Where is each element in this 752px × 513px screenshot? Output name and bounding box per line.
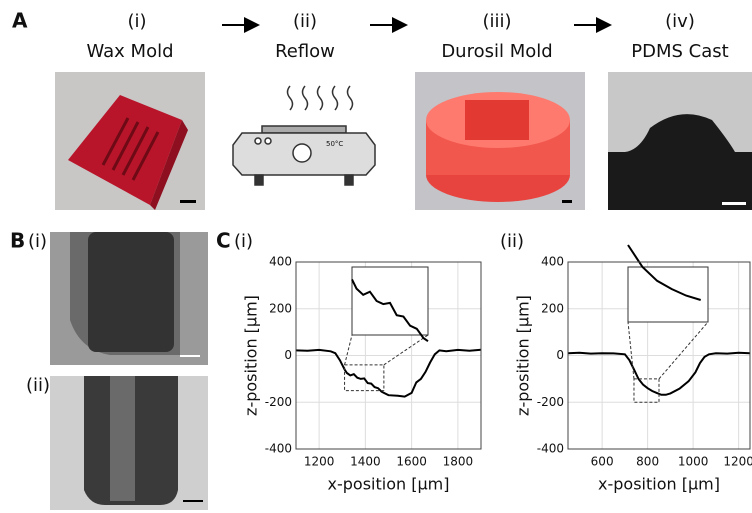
y-tick-label: -400 [537, 442, 564, 456]
profile-line [568, 353, 750, 395]
micrograph [50, 232, 208, 365]
micrograph [50, 376, 208, 510]
y-tick-label: 200 [269, 301, 292, 315]
y-tick-label: -200 [537, 395, 564, 409]
step-numeral: (ii) [293, 11, 317, 32]
x-tick-label: 800 [636, 455, 659, 469]
profile-line [296, 350, 481, 397]
y-axis-label: z-position [μm] [514, 295, 533, 416]
pdms-cast-photo [608, 72, 752, 210]
x-tick-label: 1800 [443, 455, 474, 469]
x-tick-label: 1200 [304, 455, 335, 469]
x-tick-label: 1600 [396, 455, 427, 469]
zoom-connector [659, 322, 708, 379]
x-tick-label: 600 [591, 455, 614, 469]
zoom-connector [345, 335, 352, 365]
figure: A (i) Wax Mold (ii) Reflow (iii) Durosil… [0, 0, 752, 513]
step-title: PDMS Cast [631, 41, 728, 62]
zoom-connector [384, 335, 428, 365]
wax-mold-photo [55, 72, 205, 210]
chart-label: (i) [234, 231, 253, 252]
step-numeral: (i) [127, 11, 146, 32]
step-numeral: (iii) [482, 11, 511, 32]
inset-box [352, 267, 428, 335]
chart-label: (ii) [500, 231, 524, 252]
oven-icon [233, 86, 375, 185]
x-tick-label: 1400 [350, 455, 381, 469]
x-tick-label: 1000 [678, 455, 709, 469]
panel-label: C [216, 229, 231, 253]
step-headers: (i) Wax Mold (ii) Reflow (iii) Durosil M… [86, 11, 728, 62]
panel-label: B [10, 229, 25, 253]
y-tick-label: 400 [269, 255, 292, 269]
y-tick-label: -200 [265, 395, 292, 409]
inset-box [628, 267, 708, 322]
image-label: (ii) [26, 375, 50, 396]
y-tick-label: -400 [265, 442, 292, 456]
y-axis-label: z-position [μm] [242, 295, 261, 416]
step-title: Durosil Mold [441, 41, 552, 62]
image-label: (i) [28, 231, 47, 252]
y-tick-label: 200 [541, 301, 564, 315]
x-axis-label: x-position [μm] [598, 475, 720, 494]
x-tick-label: 1200 [723, 455, 752, 469]
step-numeral: (iv) [665, 11, 695, 32]
step-title: Reflow [275, 41, 335, 62]
oven-label: 50°C [326, 140, 343, 148]
panel-label: A [12, 9, 28, 33]
y-tick-label: 0 [556, 348, 564, 362]
charts: (i) 1200 1400 1600 1800 -400 -200 0 200 400 x-posi… [234, 231, 752, 494]
x-axis-label: x-position [μm] [328, 475, 450, 494]
zoom-connector [628, 322, 634, 379]
y-tick-label: 0 [284, 348, 292, 362]
step-title: Wax Mold [86, 41, 173, 62]
y-tick-label: 400 [541, 255, 564, 269]
durosil-mold-photo [415, 72, 585, 210]
zoom-box [634, 379, 659, 402]
